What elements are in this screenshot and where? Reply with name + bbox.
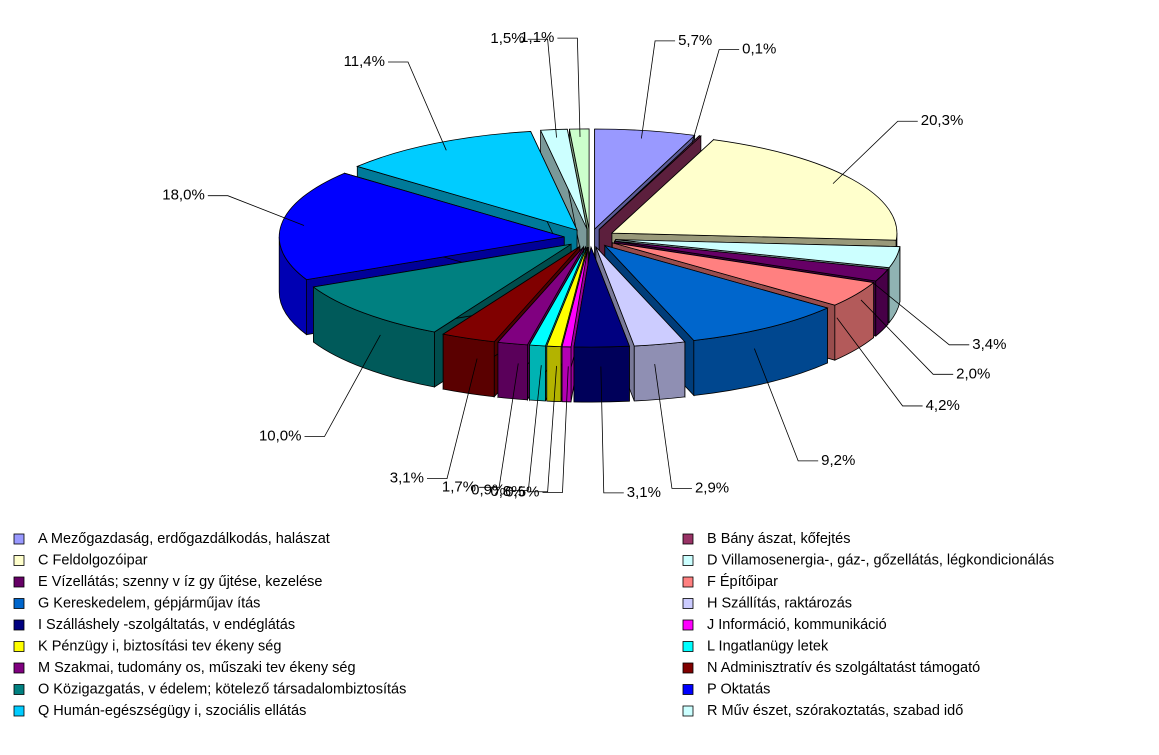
slice-top	[278, 172, 565, 281]
slice-top	[595, 246, 686, 347]
legend-label: C Feldolgozóipar	[38, 552, 148, 568]
legend-swatch	[682, 555, 694, 566]
data-label: 3,1%	[627, 484, 661, 501]
data-label: 18,0%	[162, 187, 205, 204]
slice-top	[561, 246, 589, 348]
legend-swatch	[13, 533, 25, 545]
slice-top	[546, 246, 588, 348]
data-label: 9,2%	[821, 452, 855, 469]
legend-label: H Szállítás, raktározás	[707, 595, 852, 611]
leader-line	[479, 363, 519, 488]
legend-swatch	[682, 684, 694, 695]
legend-label: R Műv észet, szórakoztatás, szabad idő	[707, 703, 963, 719]
legend-swatch	[682, 619, 694, 631]
data-label: 20,3%	[921, 112, 964, 129]
data-label: 0,1%	[742, 41, 776, 58]
legend-label: K Pénzügy i, biztosítási tev ékeny ség	[38, 638, 281, 654]
data-label: 3,1%	[390, 470, 424, 487]
legend-label: A Mezőgazdaság, erdőgazdálkodás, halásza…	[38, 531, 330, 547]
slice	[573, 245, 630, 403]
legend-label: B Bány ászat, kőfejtés	[707, 531, 850, 547]
leader-line	[427, 358, 478, 480]
slice-top	[603, 244, 829, 341]
slice-wall	[529, 344, 546, 402]
legend-label: L Ingatlanügy letek	[707, 638, 829, 654]
leader-line	[527, 365, 557, 493]
legend-label: J Információ, kommunikáció	[707, 617, 887, 633]
legend-swatch	[682, 705, 694, 717]
legend-swatch	[13, 576, 25, 588]
leader-line	[207, 195, 305, 226]
slice-top	[568, 128, 590, 229]
leader-line	[542, 366, 569, 493]
slice-top	[539, 128, 588, 230]
slice-wall	[497, 341, 528, 401]
leader-line	[527, 38, 557, 138]
slice-wall	[633, 341, 686, 402]
data-label: 11,4%	[344, 53, 385, 70]
legend-label: D Villamosenergia-, gáz-, gőzellátás, lé…	[707, 552, 1054, 568]
legend-label: P Oktatás	[707, 681, 770, 697]
legend-swatch	[13, 684, 25, 695]
slice-top	[497, 246, 584, 346]
data-label: 1,7%	[442, 478, 476, 495]
legend-swatch	[682, 662, 694, 674]
legend-label: E Vízellátás; szenny v íz gy űjtése, kez…	[38, 574, 323, 590]
leader-line	[557, 37, 581, 137]
slice-wall	[561, 346, 572, 403]
legend-swatch	[13, 662, 25, 674]
data-label: 5,7%	[678, 32, 712, 49]
leader-line	[832, 120, 918, 184]
slice-top	[610, 139, 898, 241]
legend-swatch	[13, 598, 25, 609]
slice-wall	[442, 333, 495, 398]
slice-top	[528, 246, 586, 347]
data-label: 2,9%	[695, 479, 729, 496]
data-label: 3,4%	[972, 336, 1006, 353]
slice-top	[573, 245, 630, 348]
slice-top	[356, 131, 578, 231]
slice-top	[615, 239, 901, 269]
leader-line	[836, 317, 923, 407]
leader-line	[691, 49, 740, 144]
legend-swatch	[682, 533, 694, 545]
leader-line	[600, 366, 624, 494]
legend-label: I Szálláshely -szolgáltatás, v endéglátá…	[38, 617, 295, 633]
data-label: 1,1%	[520, 29, 554, 46]
slice-top	[612, 242, 875, 306]
leader-line	[860, 299, 954, 375]
legend-swatch	[13, 555, 25, 566]
leader-line	[387, 61, 447, 151]
slice-top	[442, 246, 581, 343]
slice-top	[598, 135, 702, 230]
leader-line	[873, 283, 970, 346]
slice-wall	[546, 345, 562, 403]
leader-line	[508, 365, 542, 491]
data-label: 0,5%	[505, 483, 539, 500]
legend-swatch	[682, 641, 694, 652]
legend-label: O Közigazgatás, v édelem; kötelező társa…	[38, 681, 406, 697]
legend-label: F Építőipar	[707, 573, 778, 590]
data-label: 2,0%	[956, 365, 990, 382]
slice-top	[614, 240, 889, 282]
legend-label: N Adminisztratív és szolgáltatást támoga…	[707, 660, 980, 676]
legend-swatch	[13, 705, 25, 717]
legend-swatch	[13, 641, 25, 652]
legend-label: M Szakmai, tudomány os, műszaki tev éken…	[38, 660, 356, 676]
leader-line	[654, 363, 692, 489]
legend-swatch	[682, 576, 694, 588]
slice-top	[312, 243, 572, 333]
legend-swatch	[682, 598, 694, 609]
data-label: 4,2%	[926, 397, 960, 414]
legend-swatch	[13, 619, 25, 631]
data-label: 1,5%	[490, 30, 524, 47]
legend-label: Q Humán-egészségügy i, szociális ellátás	[38, 703, 306, 719]
data-label: 10,0%	[259, 427, 302, 444]
leader-line	[304, 334, 381, 437]
legend-label: G Kereskedelem, gépjárműjav ítás	[38, 595, 260, 611]
leader-line	[754, 348, 819, 462]
data-label: 0,9%	[471, 481, 505, 498]
leader-line	[640, 40, 676, 139]
